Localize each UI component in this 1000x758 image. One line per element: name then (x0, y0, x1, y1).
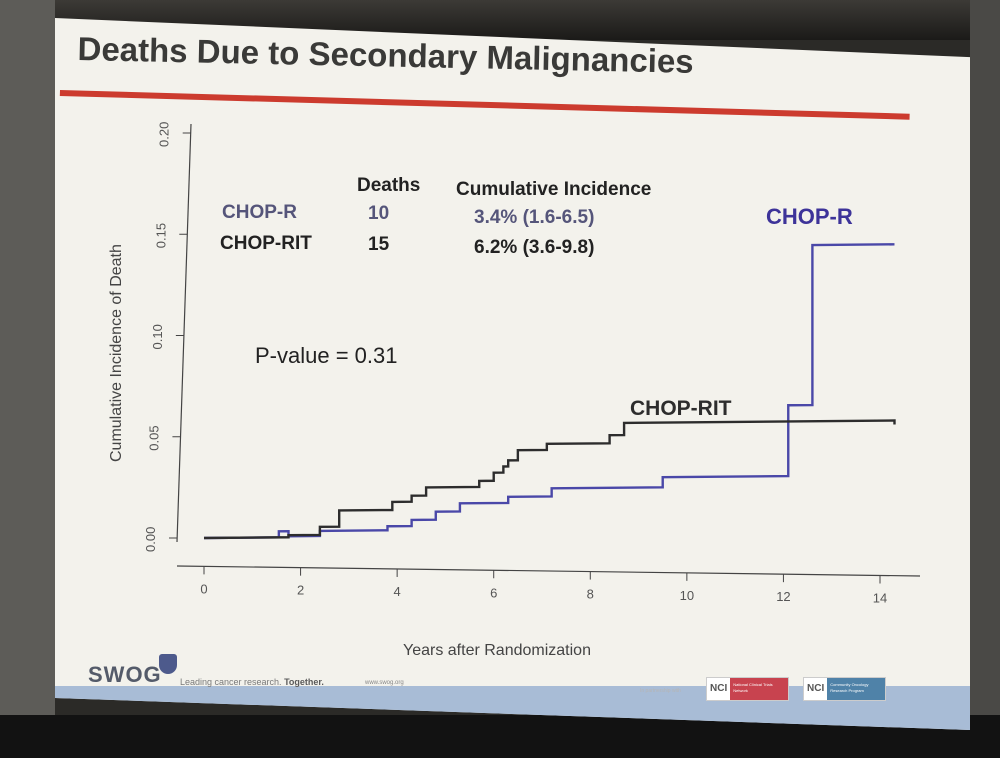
stats-row-incidence: 3.4% (1.6-6.5) (474, 207, 594, 228)
swog-shield-icon (159, 654, 177, 674)
y-axis-title: Cumulative Incidence of Death (108, 244, 125, 462)
series-line-chop-rit (203, 419, 896, 540)
swog-logo-text: SWOG (88, 662, 162, 687)
nci-mark: NCI (710, 683, 728, 694)
room-background-right (970, 0, 1000, 758)
nci-mark: NCI (807, 683, 825, 694)
partner-text: In partnership with (640, 688, 681, 694)
x-tick-label: 8 (587, 587, 594, 602)
nci-program-name: Community Oncology Research Program (827, 678, 886, 700)
p-value-annotation: P-value = 0.31 (255, 343, 397, 368)
room-background-left (0, 0, 55, 758)
series-label-chop-rit: CHOP-RIT (630, 397, 732, 420)
tagline-light: Leading cancer research. (180, 677, 285, 687)
stats-header-deaths: Deaths (357, 175, 420, 196)
chart-axes: 0.00 0.05 0.10 0.15 0.20 0 2 4 6 8 10 12 14 (143, 122, 921, 605)
series-label-chop-r: CHOP-R (766, 204, 853, 229)
x-tick-label: 12 (776, 589, 790, 604)
series-line-chop-r (203, 243, 895, 540)
x-tick-label: 14 (873, 590, 887, 605)
y-tick-label: 0.20 (157, 122, 172, 147)
y-tick-label: 0.05 (146, 425, 161, 450)
footer-url: www.swog.org (365, 680, 404, 686)
y-axis-line (176, 123, 192, 543)
y-tick-label: 0.15 (153, 223, 168, 248)
stats-row-deaths: 15 (368, 234, 390, 255)
x-axis-title: Years after Randomization (403, 642, 591, 659)
x-tick-label: 10 (680, 588, 694, 603)
x-tick-label: 0 (200, 581, 207, 596)
x-tick-label: 6 (490, 585, 497, 600)
footer-tagline: Leading cancer research. Together. (180, 677, 324, 687)
stats-header-incidence: Cumulative Incidence (456, 179, 651, 200)
chart-series (203, 243, 896, 540)
y-tick-label: 0.00 (143, 527, 158, 552)
stats-row-arm: CHOP-R (222, 202, 297, 223)
nci-program-name: National Clinical Trials Network (730, 678, 789, 700)
slide (55, 18, 970, 730)
nci-ncorp-badge: NCI Community Oncology Research Program (803, 677, 887, 701)
x-axis-line (176, 565, 921, 577)
nci-ctn-badge: NCI National Clinical Trials Network (706, 677, 790, 701)
stats-row-incidence: 6.2% (3.6-9.8) (474, 237, 594, 258)
x-tick-label: 2 (297, 583, 304, 598)
stats-row-arm: CHOP-RIT (220, 233, 312, 254)
x-tick-label: 4 (394, 584, 401, 599)
tagline-bold: Together. (284, 677, 324, 687)
stats-row-deaths: 10 (368, 203, 389, 224)
y-tick-label: 0.10 (150, 324, 165, 349)
